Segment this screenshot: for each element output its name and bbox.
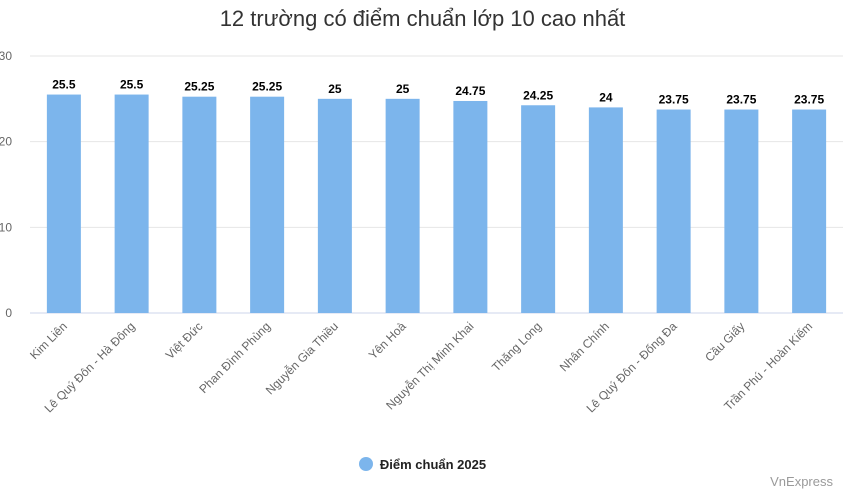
bar (114, 94, 149, 313)
chart-title: 12 trường có điểm chuẩn lớp 10 cao nhất (219, 6, 626, 31)
bar (317, 98, 352, 313)
bar (656, 109, 691, 314)
x-tick-label: Thăng Long (489, 319, 544, 374)
data-label: 25.25 (184, 80, 214, 94)
bar (250, 96, 285, 313)
data-label: 25 (396, 82, 410, 96)
bar (724, 109, 759, 314)
bars (46, 94, 827, 314)
bar (792, 109, 827, 314)
data-label: 23.75 (794, 93, 824, 107)
y-axis-ticks: 0 10 20 30 (0, 49, 12, 320)
legend-marker (358, 457, 373, 471)
y-tick-label: 30 (0, 49, 12, 63)
bar (453, 100, 488, 313)
y-tick-label: 20 (0, 135, 12, 149)
legend-label: Điểm chuẩn 2025 (379, 457, 487, 472)
gridlines (30, 55, 843, 314)
y-tick-label: 10 (0, 220, 12, 234)
data-labels: 25.5 25.5 25.25 25.25 25 25 24.75 24.25 24 23.75 2… (52, 78, 824, 107)
x-tick-label: Cầu Giấy (702, 319, 747, 364)
bar (588, 107, 623, 314)
bar (46, 94, 81, 313)
y-tick-label: 0 (5, 306, 12, 320)
data-label: 24.75 (455, 84, 485, 98)
x-tick-label: Phan Đình Phùng (196, 319, 273, 396)
bar (182, 96, 217, 313)
x-tick-label: Nguyễn Gia Thiều (262, 319, 341, 398)
x-tick-label: Yên Hoà (366, 319, 409, 362)
data-label: 23.75 (659, 93, 689, 107)
x-tick-label: Nhân Chính (557, 319, 612, 374)
bar (521, 105, 556, 313)
source-credit: VnExpress (770, 474, 833, 489)
x-tick-label: Việt Đức (163, 319, 206, 362)
x-tick-label: Kim Liên (27, 319, 70, 362)
data-label: 23.75 (726, 93, 756, 107)
bar (385, 98, 420, 313)
data-label: 24 (599, 90, 613, 104)
data-label: 25.5 (120, 78, 144, 92)
data-label: 25.5 (52, 78, 76, 92)
data-label: 25.25 (252, 80, 282, 94)
data-label: 25 (328, 82, 342, 96)
data-label: 24.25 (523, 88, 553, 102)
legend[interactable]: Điểm chuẩn 2025 (0, 457, 845, 472)
